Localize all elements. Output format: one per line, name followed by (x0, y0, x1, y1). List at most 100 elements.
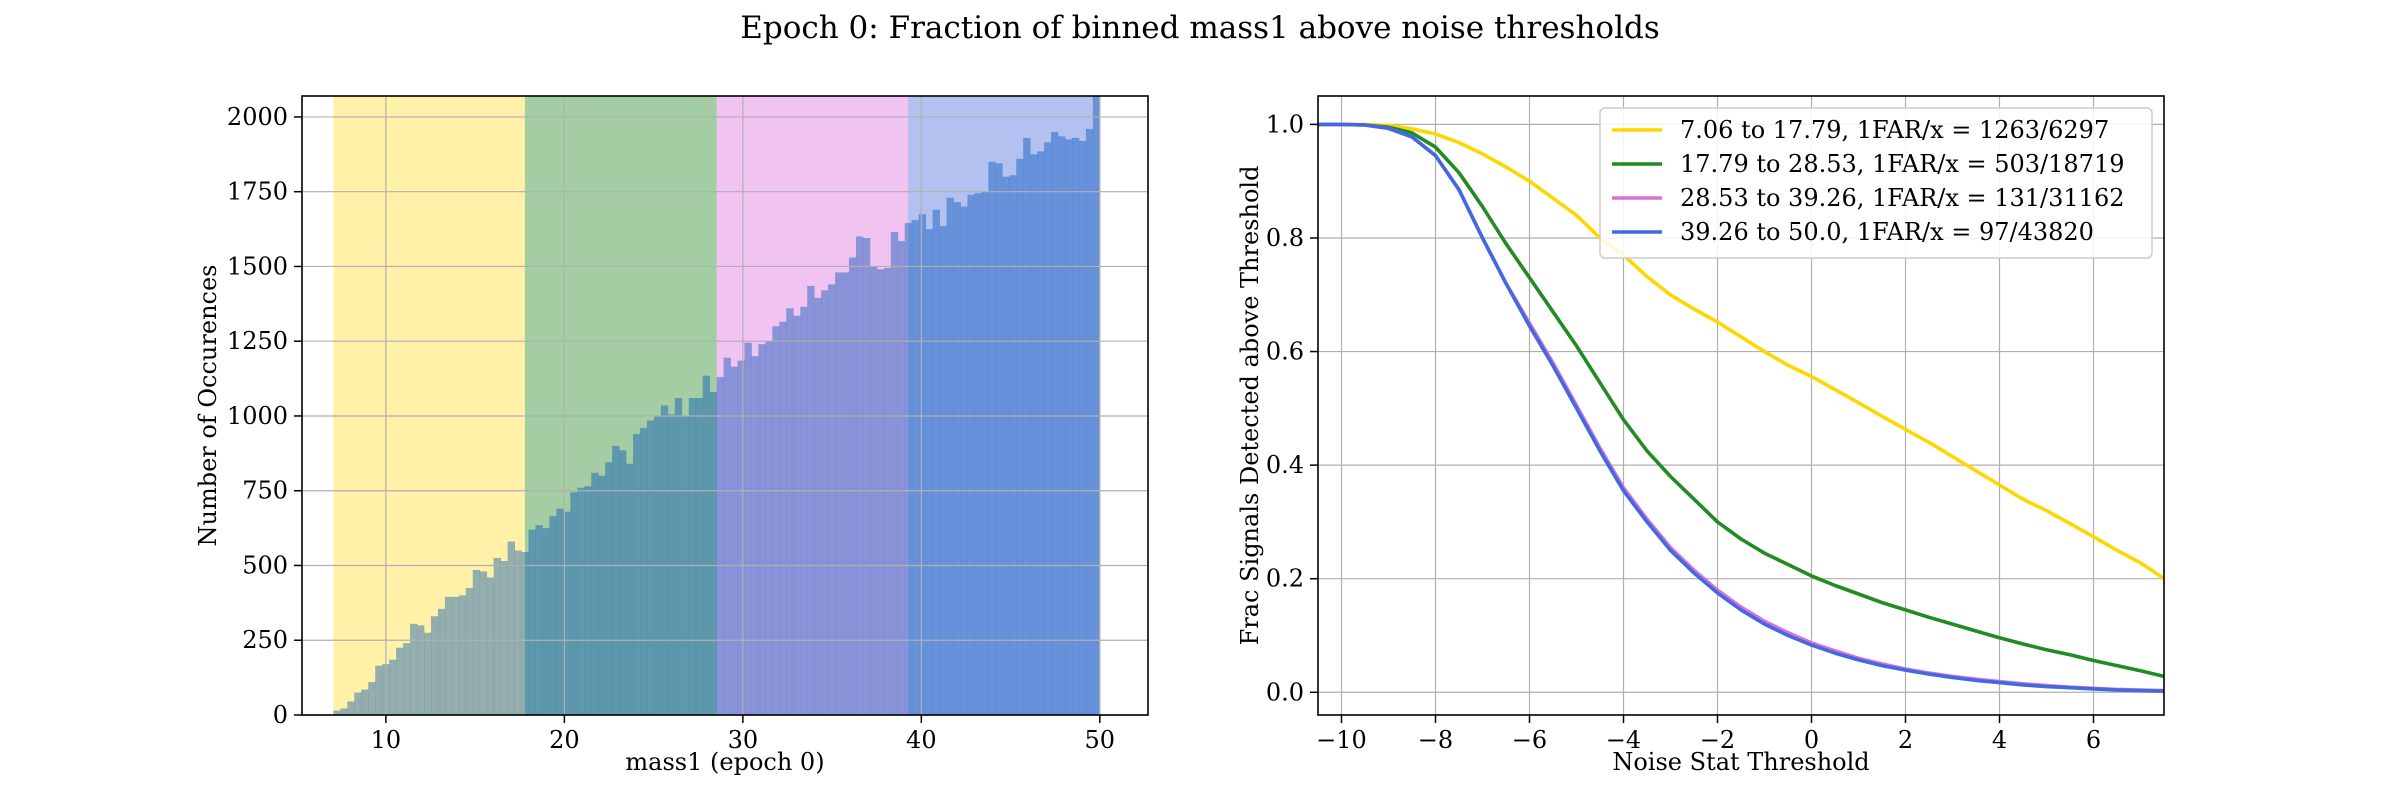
histogram-bar (855, 236, 864, 715)
histogram-bar (1044, 142, 1052, 716)
histogram-bar (737, 360, 745, 715)
histogram-bar (486, 577, 495, 715)
histogram-bar (472, 569, 481, 715)
histogram-bar (800, 306, 808, 715)
histogram-bar (1037, 151, 1045, 715)
histogram-bar (862, 238, 871, 715)
histogram-bar (779, 321, 787, 715)
legend-entry-2: 17.79 to 28.53, 1FAR/x = 503/18719 (1680, 150, 2125, 178)
x-tick-label: 20 (549, 726, 580, 754)
histogram-bar (556, 508, 564, 715)
histogram-bar (876, 269, 885, 715)
series-line-4 (1318, 122, 2164, 693)
histogram-bar (514, 550, 522, 715)
y-tick-label: 0.6 (1266, 338, 1304, 366)
histogram-bar (995, 163, 1003, 716)
histogram-bar (1051, 131, 1059, 716)
histogram-bar (695, 398, 704, 715)
histogram-bar (354, 692, 362, 715)
histogram-bar (890, 232, 899, 716)
histogram-bar (918, 214, 927, 716)
y-tick-label: 0.2 (1266, 565, 1304, 593)
histogram-bar (591, 472, 599, 715)
histogram-bar (723, 357, 731, 715)
histogram-bar (584, 486, 592, 715)
histogram-bar (932, 209, 940, 715)
histogram-bar (549, 516, 557, 715)
histogram-bar (333, 710, 341, 715)
histogram-bar (396, 647, 404, 715)
histogram-bar (758, 344, 766, 715)
histogram-bar (946, 197, 954, 715)
histogram-bar (939, 226, 947, 715)
histogram-bar (570, 492, 578, 715)
y-axis-label: Frac Signals Detected above Threshold (1236, 166, 1264, 646)
histogram-bar (730, 366, 738, 715)
threshold-line-panel: −10 −8 −6 −4 −2 0 2 4 6 0.0 0.2 0.4 0.6 0.8 1.0 Noise S… (1236, 95, 2165, 776)
histogram-bar (528, 529, 536, 715)
histogram-bar (674, 398, 683, 715)
legend-entry-1: 7.06 to 17.79, 1FAR/x = 1263/6297 (1680, 116, 2109, 144)
histogram-bar (772, 326, 780, 715)
histogram-bar (639, 427, 648, 715)
y-axis-label: Number of Occurences (194, 265, 222, 547)
y-tick-label: 1500 (227, 252, 288, 280)
histogram-bar (423, 632, 432, 715)
histogram-bar (1016, 158, 1024, 715)
histogram-bar (368, 682, 376, 715)
histogram-bar (765, 341, 773, 715)
legend: 7.06 to 17.79, 1FAR/x = 1263/6297 17.79 t… (1599, 107, 2153, 259)
y-tick-label: 1000 (227, 402, 288, 430)
histogram-bar (605, 462, 613, 715)
y-tick-label: 0.8 (1266, 224, 1304, 252)
x-tick-label: 6 (2086, 726, 2101, 754)
histogram-bar (619, 450, 627, 715)
histogram-bar (716, 377, 724, 715)
histogram-bar (1002, 176, 1010, 715)
histogram-bar (598, 475, 606, 715)
histogram-bar (883, 267, 892, 715)
histogram-bar (1078, 140, 1087, 715)
histogram-bar (709, 392, 718, 715)
histogram-bar (633, 433, 641, 715)
histogram-bar (1009, 175, 1017, 715)
legend-entry-4: 39.26 to 50.0, 1FAR/x = 97/43820 (1680, 218, 2094, 246)
histogram-bar (702, 375, 711, 715)
histogram-axes-frame (301, 95, 1149, 716)
histogram-bar (688, 398, 697, 715)
x-tick-label: 50 (1085, 726, 1116, 754)
y-tick-label: 500 (242, 551, 288, 579)
histogram-bar (430, 616, 439, 715)
histogram-bar (507, 541, 515, 715)
x-tick-label: −6 (1512, 726, 1547, 754)
histogram-bar (465, 587, 474, 715)
histogram-bar (751, 356, 759, 715)
x-tick-label: −8 (1418, 726, 1453, 754)
y-tick-label: 250 (242, 626, 288, 654)
legend-entry-3: 28.53 to 39.26, 1FAR/x = 131/31162 (1680, 184, 2125, 212)
histogram-bar (1023, 137, 1031, 715)
x-tick-label: −4 (1606, 726, 1641, 754)
y-tick-label: 0.0 (1266, 678, 1304, 706)
histogram-bar (1030, 154, 1038, 716)
x-tick-label: 10 (371, 726, 402, 754)
histogram-bar (444, 596, 453, 715)
histogram-bar (960, 206, 968, 715)
histogram-bar (821, 290, 829, 715)
histogram-bar (925, 229, 933, 715)
y-tick-label: 1.0 (1266, 110, 1304, 138)
histogram-bar (953, 202, 961, 716)
histogram-bar (493, 558, 502, 715)
y-tick-label: 1750 (227, 178, 288, 206)
histogram-bar (340, 708, 348, 715)
histogram-bar (1064, 139, 1073, 715)
x-tick-label: 4 (1992, 726, 2007, 754)
y-tick-label: 0.4 (1266, 451, 1304, 479)
histogram-bar (660, 405, 669, 715)
histogram-bar (911, 220, 920, 715)
legend-box (1599, 107, 2153, 259)
histogram-bar (974, 193, 982, 716)
histogram-bar (904, 223, 913, 716)
series-lines (1318, 122, 2164, 693)
